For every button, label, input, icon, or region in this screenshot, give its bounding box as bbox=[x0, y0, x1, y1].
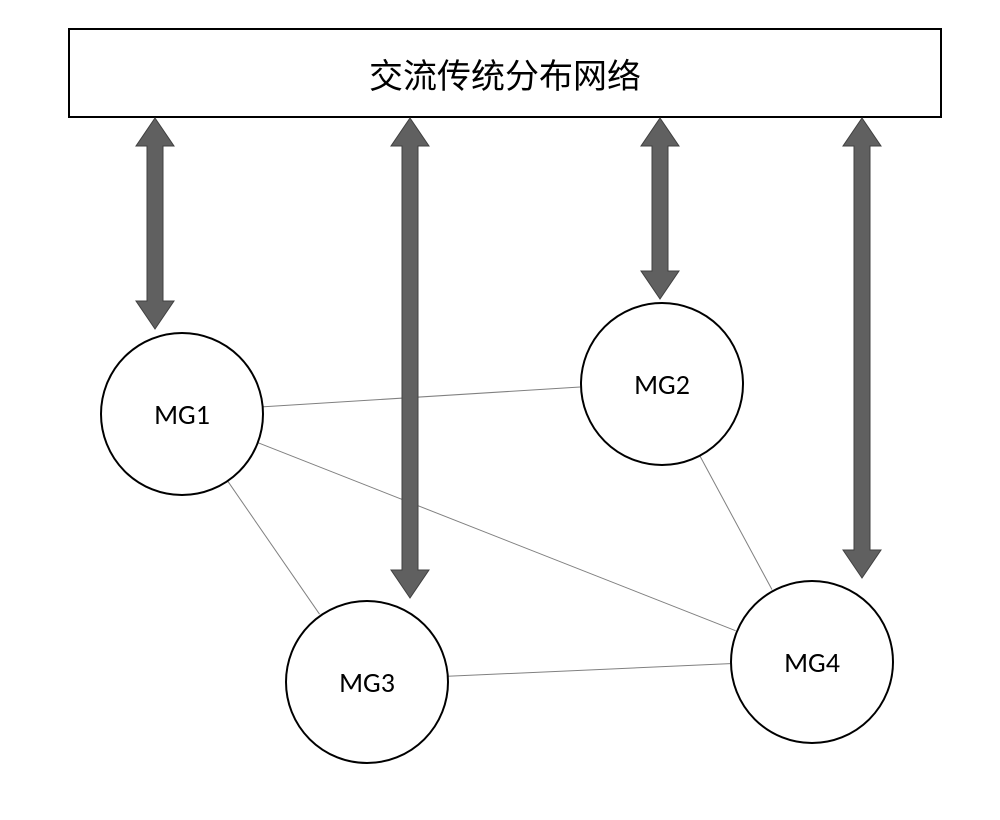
node-mg3-label: MG3 bbox=[339, 665, 395, 700]
node-mg1-label: MG1 bbox=[154, 397, 210, 432]
title-text: 交流传统分布网络 bbox=[369, 49, 641, 98]
diagram-canvas: 交流传统分布网络 MG1 MG2 MG3 MG4 bbox=[0, 0, 1000, 820]
node-mg1: MG1 bbox=[100, 332, 264, 496]
node-mg4-label: MG4 bbox=[784, 645, 840, 680]
title-box: 交流传统分布网络 bbox=[68, 28, 942, 118]
node-mg2: MG2 bbox=[580, 302, 744, 466]
node-mg3: MG3 bbox=[285, 600, 449, 764]
node-mg2-label: MG2 bbox=[634, 367, 690, 402]
node-mg4: MG4 bbox=[730, 580, 894, 744]
